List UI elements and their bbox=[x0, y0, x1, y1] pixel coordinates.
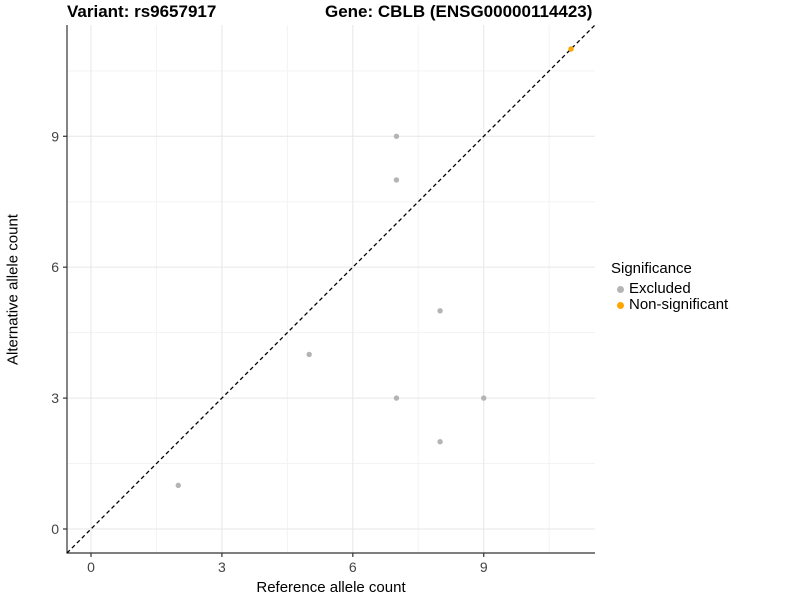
y-tick-label: 0 bbox=[51, 521, 59, 537]
legend-item-label: Non-significant bbox=[629, 296, 729, 313]
legend-title: Significance bbox=[611, 260, 692, 277]
plot-title: Variant: rs9657917 Gene: CBLB (ENSG00000… bbox=[0, 2, 800, 24]
x-tick-label: 3 bbox=[218, 559, 226, 575]
data-point-excluded bbox=[175, 482, 181, 489]
legend-item-label: Excluded bbox=[629, 280, 691, 297]
legend: Significance Excluded Non-significant bbox=[608, 259, 728, 313]
x-axis-title: Reference allele count bbox=[256, 579, 406, 596]
data-point-excluded bbox=[437, 308, 443, 314]
data-point-excluded bbox=[393, 177, 400, 183]
legend-item-excluded: Excluded bbox=[608, 281, 728, 297]
y-tick-label: 3 bbox=[51, 390, 59, 406]
data-point-excluded bbox=[437, 439, 443, 445]
legend-item-non-significant: Non-significant bbox=[608, 297, 728, 313]
x-tick-label: 0 bbox=[87, 559, 95, 575]
non-significant-dot-icon bbox=[617, 301, 624, 309]
data-point-excluded bbox=[306, 351, 312, 358]
identity-line bbox=[66, 24, 596, 554]
gene-title: Gene: CBLB (ENSG00000114423) bbox=[325, 2, 593, 21]
x-tick-label: 6 bbox=[349, 559, 357, 575]
y-axis-title: Alternative allele count bbox=[4, 214, 22, 365]
data-point-non-significant bbox=[568, 46, 574, 52]
variant-title: Variant: rs9657917 bbox=[67, 2, 217, 21]
y-tick-label: 6 bbox=[51, 259, 59, 275]
x-tick-label: 9 bbox=[480, 559, 488, 575]
data-point-excluded bbox=[393, 133, 400, 139]
data-point-excluded bbox=[393, 395, 400, 401]
y-tick-label: 9 bbox=[51, 128, 59, 144]
data-point-excluded bbox=[481, 395, 487, 401]
excluded-dot-icon bbox=[617, 285, 624, 293]
